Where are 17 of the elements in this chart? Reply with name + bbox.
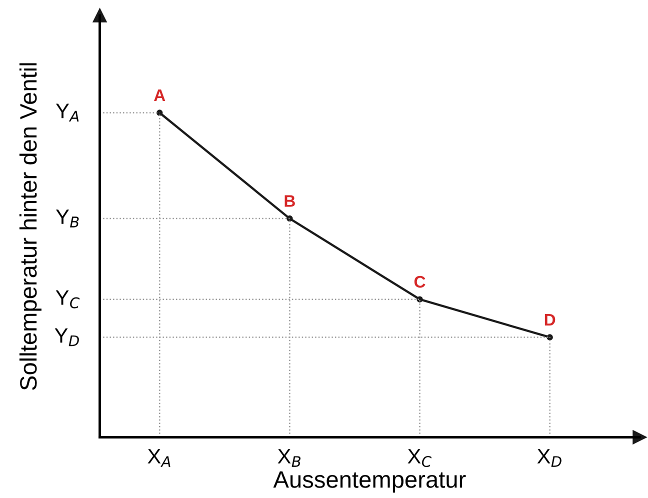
y-axis-title: Solltemperatur hinter den Ventil	[19, 63, 42, 390]
x-axis-title: Aussentemperatur	[273, 471, 466, 493]
point	[156, 110, 163, 116]
text: Y$_{A}$	[56, 104, 79, 122]
x-tick-label: X$_{B}$	[278, 449, 301, 467]
x-tick-label: X$_{A}$	[148, 449, 170, 467]
annotation: D	[544, 314, 556, 326]
x-tick-label: X$_{C}$	[408, 449, 432, 468]
annotation: B	[284, 195, 295, 207]
point	[286, 215, 293, 222]
text: Y$_{D}$	[54, 328, 79, 346]
annotation: A	[154, 90, 166, 101]
x-tick-label: X$_{D}$	[537, 449, 562, 467]
annotation: C	[414, 276, 426, 288]
point	[546, 334, 553, 340]
text: Y$_{B}$	[56, 210, 79, 228]
text: Y$_{C}$	[56, 290, 80, 308]
